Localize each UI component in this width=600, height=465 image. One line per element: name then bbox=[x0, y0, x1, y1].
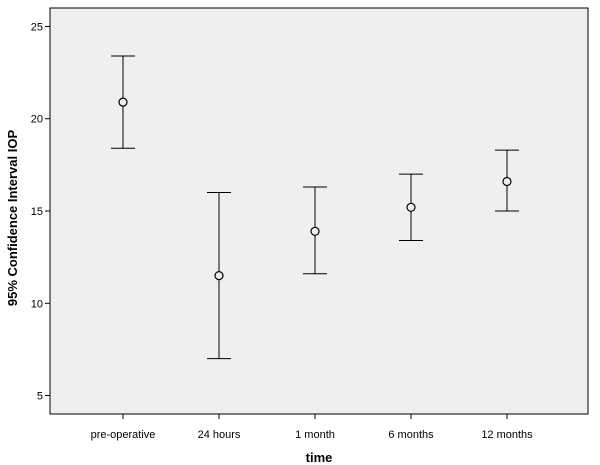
x-axis: pre-operative 24 hours 1 month 6 months 12 m… bbox=[91, 414, 533, 441]
error-bar-series bbox=[111, 55, 519, 360]
mean-marker bbox=[502, 176, 512, 187]
y-tick-label: 10 bbox=[31, 298, 43, 310]
mean-marker bbox=[310, 226, 320, 236]
y-axis-title: 95% Confidence Interval IOP bbox=[5, 130, 20, 307]
x-tick-label: 6 months bbox=[388, 429, 434, 441]
y-tick-label: 5 bbox=[37, 391, 43, 403]
y-tick-label: 25 bbox=[31, 21, 43, 33]
mean-marker bbox=[214, 270, 224, 281]
x-tick-label: 1 month bbox=[295, 429, 335, 441]
x-axis-title: time bbox=[306, 450, 333, 465]
error-bar bbox=[303, 186, 327, 275]
error-bar bbox=[111, 55, 135, 149]
x-tick-label: pre-operative bbox=[91, 429, 156, 441]
mean-marker bbox=[118, 97, 128, 107]
x-tick-label: 24 hours bbox=[198, 429, 241, 441]
y-tick-label: 20 bbox=[31, 114, 43, 126]
mean-marker bbox=[406, 202, 416, 212]
error-bar bbox=[495, 149, 519, 212]
error-bar bbox=[207, 192, 231, 360]
x-tick-label: 12 months bbox=[481, 429, 533, 441]
error-bar bbox=[399, 173, 423, 242]
y-axis: 5 10 15 20 25 bbox=[31, 21, 50, 403]
y-tick-label: 15 bbox=[31, 206, 43, 218]
